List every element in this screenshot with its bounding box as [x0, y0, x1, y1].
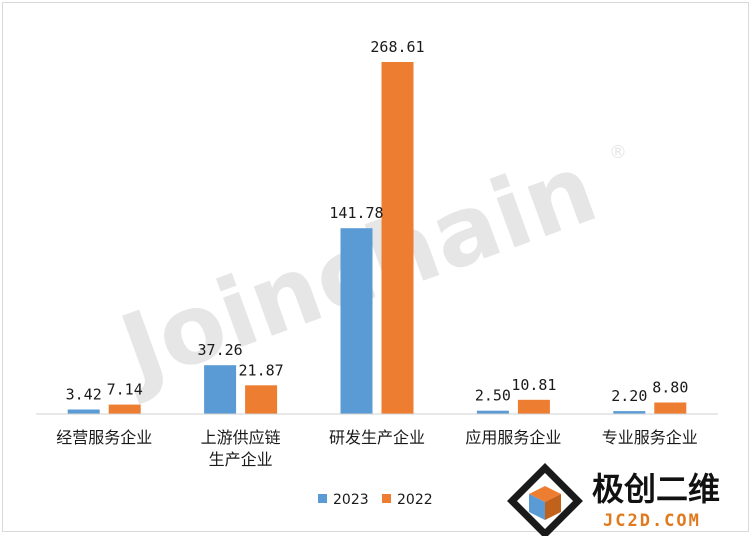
- value-label-2022-4: 8.80: [652, 379, 688, 397]
- bar-2022-1: [245, 385, 278, 414]
- bar-2022-4: [654, 402, 687, 414]
- bars-layer: [67, 62, 687, 414]
- value-label-2023-0: 3.42: [66, 386, 102, 404]
- registered-mark: ®: [609, 142, 627, 163]
- category-label-4: 专业服务企业: [602, 428, 698, 447]
- logo-icon: [507, 463, 583, 536]
- value-label-2022-0: 7.14: [107, 381, 143, 399]
- legend-label-2022: 2022: [397, 492, 433, 508]
- bar-2023-4: [613, 411, 646, 414]
- bar-2023-2: [340, 228, 373, 414]
- legend-swatch-2022: [382, 494, 391, 503]
- logo-domain-text: JC2D.COM: [603, 511, 701, 531]
- bar-2022-2: [381, 62, 414, 414]
- legend-label-2023: 2023: [333, 492, 369, 508]
- category-label-3: 应用服务企业: [465, 428, 561, 447]
- category-label-1-line1: 生产企业: [209, 450, 273, 469]
- category-label-0: 经营服务企业: [56, 428, 152, 447]
- bar-2023-0: [67, 409, 100, 414]
- logo-chinese-text: 极创二维: [592, 470, 720, 508]
- legend-swatch-2023: [318, 494, 327, 503]
- bar-2022-3: [517, 399, 550, 414]
- bar-2023-3: [476, 410, 509, 414]
- value-label-2023-3: 2.50: [475, 387, 511, 405]
- value-label-2022-3: 10.81: [511, 376, 556, 394]
- bar-2023-1: [204, 365, 237, 414]
- value-label-2023-4: 2.20: [611, 387, 647, 405]
- bar-2022-0: [108, 404, 141, 414]
- value-label-2023-2: 141.78: [329, 204, 383, 222]
- value-label-2022-1: 21.87: [239, 361, 284, 379]
- value-label-2022-2: 268.61: [370, 38, 424, 56]
- category-label-1-line0: 上游供应链: [201, 428, 281, 447]
- value-label-2023-1: 37.26: [198, 341, 243, 359]
- category-label-2: 研发生产企业: [329, 428, 425, 447]
- site-logo: 极创二维 JC2D.COM: [507, 463, 720, 536]
- legend: 2023 2022: [318, 492, 433, 508]
